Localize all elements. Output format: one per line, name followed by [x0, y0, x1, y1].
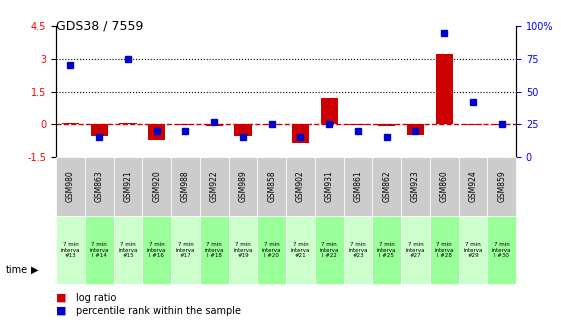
- FancyBboxPatch shape: [401, 216, 430, 284]
- Text: 7 min
interva
l #20: 7 min interva l #20: [262, 242, 282, 258]
- FancyBboxPatch shape: [430, 216, 458, 284]
- Bar: [205, 124, 223, 127]
- Text: 7 min
interva
l #18: 7 min interva l #18: [204, 242, 224, 258]
- FancyBboxPatch shape: [56, 216, 85, 284]
- Bar: [350, 124, 366, 125]
- FancyBboxPatch shape: [113, 216, 142, 284]
- Bar: [177, 124, 194, 125]
- FancyBboxPatch shape: [257, 216, 286, 284]
- Text: time: time: [6, 265, 27, 275]
- Text: GSM860: GSM860: [440, 170, 449, 202]
- FancyBboxPatch shape: [229, 216, 257, 284]
- Text: GSM902: GSM902: [296, 170, 305, 202]
- Bar: [119, 123, 136, 124]
- FancyBboxPatch shape: [401, 157, 430, 216]
- Bar: [62, 123, 79, 124]
- Text: 7 min
interva
l #25: 7 min interva l #25: [377, 242, 397, 258]
- Text: 7 min
interva
#27: 7 min interva #27: [406, 242, 425, 258]
- FancyBboxPatch shape: [488, 157, 516, 216]
- Text: GSM863: GSM863: [95, 170, 104, 202]
- FancyBboxPatch shape: [315, 216, 343, 284]
- Text: 7 min
interva
#15: 7 min interva #15: [118, 242, 138, 258]
- FancyBboxPatch shape: [85, 157, 113, 216]
- Text: 7 min
interva
#29: 7 min interva #29: [463, 242, 483, 258]
- Bar: [263, 124, 280, 125]
- FancyBboxPatch shape: [458, 216, 488, 284]
- FancyBboxPatch shape: [373, 157, 401, 216]
- Text: 7 min
interva
#17: 7 min interva #17: [176, 242, 195, 258]
- FancyBboxPatch shape: [488, 216, 516, 284]
- Text: GSM921: GSM921: [123, 171, 132, 202]
- Text: 7 min
interva
l #16: 7 min interva l #16: [147, 242, 167, 258]
- Text: 7 min
interva
#13: 7 min interva #13: [61, 242, 80, 258]
- Text: GSM989: GSM989: [238, 170, 247, 202]
- FancyBboxPatch shape: [229, 157, 257, 216]
- FancyBboxPatch shape: [142, 157, 171, 216]
- FancyBboxPatch shape: [343, 157, 373, 216]
- Text: ■: ■: [56, 293, 67, 302]
- FancyBboxPatch shape: [171, 157, 200, 216]
- Bar: [378, 124, 396, 127]
- FancyBboxPatch shape: [142, 216, 171, 284]
- Text: ▶: ▶: [31, 265, 38, 275]
- Text: GSM920: GSM920: [152, 170, 161, 202]
- Bar: [234, 124, 251, 136]
- FancyBboxPatch shape: [458, 157, 488, 216]
- Text: GSM858: GSM858: [267, 171, 276, 202]
- FancyBboxPatch shape: [85, 216, 113, 284]
- Text: GSM923: GSM923: [411, 170, 420, 202]
- FancyBboxPatch shape: [113, 157, 142, 216]
- Text: 7 min
interva
l #22: 7 min interva l #22: [319, 242, 339, 258]
- Text: 7 min
interva
l #28: 7 min interva l #28: [434, 242, 454, 258]
- Text: ■: ■: [56, 306, 67, 316]
- FancyBboxPatch shape: [343, 216, 373, 284]
- Bar: [148, 124, 165, 140]
- Text: 7 min
interva
#19: 7 min interva #19: [233, 242, 253, 258]
- FancyBboxPatch shape: [257, 157, 286, 216]
- Bar: [90, 124, 108, 136]
- Text: GSM859: GSM859: [497, 170, 506, 202]
- Bar: [493, 124, 511, 125]
- Bar: [435, 55, 453, 124]
- Bar: [465, 124, 481, 125]
- FancyBboxPatch shape: [286, 157, 315, 216]
- Bar: [320, 98, 338, 124]
- Bar: [407, 124, 424, 135]
- Text: GSM931: GSM931: [325, 170, 334, 202]
- FancyBboxPatch shape: [430, 157, 458, 216]
- Bar: [292, 124, 309, 143]
- FancyBboxPatch shape: [200, 157, 229, 216]
- Text: 7 min
interva
#21: 7 min interva #21: [291, 242, 310, 258]
- Text: GDS38 / 7559: GDS38 / 7559: [56, 20, 144, 33]
- FancyBboxPatch shape: [200, 216, 229, 284]
- Text: GSM922: GSM922: [210, 171, 219, 202]
- FancyBboxPatch shape: [286, 216, 315, 284]
- Text: 7 min
interva
l #30: 7 min interva l #30: [492, 242, 512, 258]
- Text: GSM861: GSM861: [353, 171, 362, 202]
- Text: GSM924: GSM924: [468, 170, 477, 202]
- Text: 7 min
interva
#23: 7 min interva #23: [348, 242, 368, 258]
- Text: GSM988: GSM988: [181, 171, 190, 202]
- Text: log ratio: log ratio: [76, 293, 116, 302]
- Text: percentile rank within the sample: percentile rank within the sample: [76, 306, 241, 316]
- FancyBboxPatch shape: [315, 157, 343, 216]
- FancyBboxPatch shape: [373, 216, 401, 284]
- FancyBboxPatch shape: [56, 157, 85, 216]
- Text: 7 min
interva
l #14: 7 min interva l #14: [89, 242, 109, 258]
- Text: GSM980: GSM980: [66, 170, 75, 202]
- Text: GSM862: GSM862: [382, 171, 391, 202]
- FancyBboxPatch shape: [171, 216, 200, 284]
